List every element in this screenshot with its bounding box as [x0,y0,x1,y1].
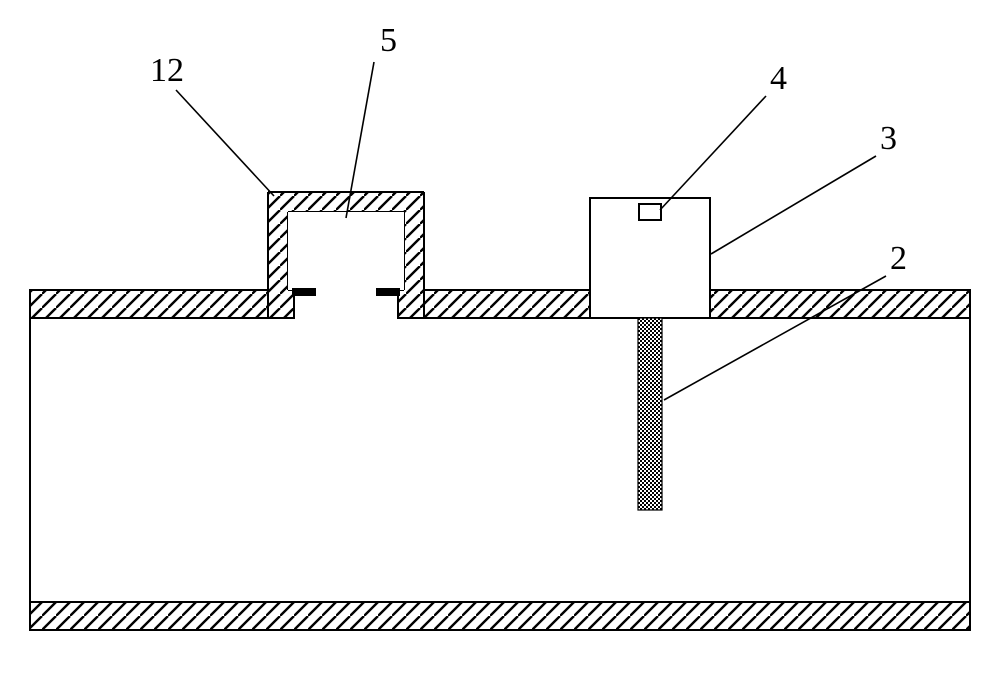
vertical-bar [638,318,662,510]
label-4: 4 [770,60,787,98]
label-2: 2 [890,240,907,278]
left-tick [292,288,316,296]
label-12: 12 [150,52,184,90]
left-box-top [268,192,424,212]
right-box [590,198,710,318]
top-band-seg-1 [30,290,294,318]
right-tick [376,288,400,296]
label-5: 5 [380,22,397,60]
label-3: 3 [880,120,897,158]
leader-3 [711,156,876,254]
leader-4 [660,96,766,210]
top-band-seg-3 [710,290,970,318]
leader-12 [176,90,274,196]
bottom-band [30,602,970,630]
left-box-cavity [288,212,404,290]
top-band-seg-2 [398,290,590,318]
